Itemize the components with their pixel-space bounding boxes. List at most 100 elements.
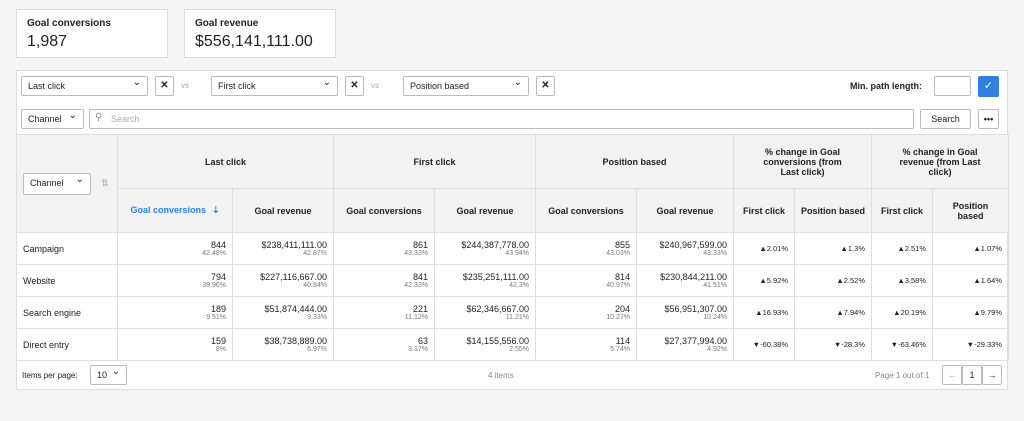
row-label: Campaign — [16, 232, 118, 265]
data-row: Search engine 189 9.51% $51,874,444.00 9.33%… — [16, 296, 1010, 329]
metric-share: 8% — [215, 346, 226, 353]
change-cell: ▼-63.46% — [871, 328, 934, 361]
metric-cell: $235,251,111.00 42.3% — [434, 264, 536, 297]
metric-share: 9.33% — [307, 314, 327, 321]
metric-share: 41.51% — [703, 282, 728, 289]
remove-model-button[interactable]: ✕ — [155, 76, 174, 96]
column-header[interactable]: First click — [871, 188, 934, 233]
min-path-input[interactable] — [934, 76, 971, 96]
metric-share: 5.74% — [610, 346, 630, 353]
item-count: 4 items — [488, 371, 514, 380]
next-page-button[interactable]: → — [982, 365, 1002, 385]
metric-value: 204 — [614, 304, 630, 314]
change-cell: ▲1.07% — [932, 232, 1010, 265]
change-cell: ▲20.19% — [871, 296, 934, 329]
column-header[interactable]: Goal revenue — [232, 188, 334, 233]
items-per-page-select[interactable]: 10 — [90, 363, 127, 385]
metric-cell: 204 10.27% — [535, 296, 637, 329]
row-label: Direct entry — [16, 328, 118, 361]
metric-share: 11.21% — [505, 314, 529, 321]
column-header[interactable]: Goal revenue — [635, 188, 735, 233]
group-header: Position based — [534, 134, 735, 189]
metric-value: 63 — [417, 336, 428, 346]
apply-button[interactable]: ✓ — [978, 76, 999, 97]
dimension-select[interactable]: Channel — [23, 171, 91, 195]
more-button[interactable]: ••• — [978, 109, 999, 129]
metric-cell: $244,387,778.00 43.94% — [434, 232, 536, 265]
attribution-model-select[interactable]: Last click — [21, 74, 148, 96]
column-header[interactable]: First click — [733, 188, 796, 233]
metric-cell: 844 42.48% — [117, 232, 233, 265]
data-row: Campaign 844 42.48% $238,411,111.00 42.87% 86… — [16, 232, 1010, 265]
column-header[interactable]: Position based — [794, 188, 873, 233]
metric-value: $227,116,667.00 — [260, 272, 327, 282]
column-header[interactable]: Position based — [932, 188, 1010, 233]
metric-value: $38,738,889.00 — [264, 336, 327, 346]
page-info: Page 1 out of 1 — [875, 371, 930, 380]
change-cell: ▼-28.3% — [794, 328, 873, 361]
metric-value: $238,411,111.00 — [261, 240, 327, 250]
metric-cell: $62,346,667.00 11.21% — [434, 296, 536, 329]
change-cell: ▲1.64% — [932, 264, 1010, 297]
search-input[interactable]: Search ⚲ — [89, 109, 914, 129]
data-row: Direct entry 159 8% $38,738,889.00 6.97% 63 3.… — [16, 328, 1010, 361]
metric-share: 42.48% — [202, 250, 226, 257]
column-header[interactable]: Goal conversions — [333, 188, 435, 233]
vs-label: vs — [371, 81, 379, 90]
metric-share: 3.17% — [408, 346, 428, 353]
metric-share: 43.03% — [606, 250, 630, 257]
metric-value: $230,844,211.00 — [660, 272, 728, 282]
metric-value: 814 — [614, 272, 630, 282]
sort-icon: ⇣ — [211, 205, 220, 215]
attribution-model-select[interactable]: Position based — [403, 74, 529, 96]
metric-cell: 794 39.96% — [117, 264, 233, 297]
metric-value: 114 — [615, 336, 630, 346]
metric-share: 40.84% — [303, 282, 327, 289]
metric-value: 221 — [412, 304, 428, 314]
metric-cell: $56,951,307.00 10.24% — [635, 296, 735, 329]
metric-cell: $14,155,556.00 2.55% — [434, 328, 536, 361]
metric-share: 11.12% — [404, 314, 428, 321]
metric-value: $51,874,444.00 — [264, 304, 327, 314]
prev-page-button[interactable]: ← — [942, 365, 962, 385]
group-header: First click — [333, 134, 536, 189]
metric-value: 861 — [412, 240, 428, 250]
metric-share: 42.87% — [303, 250, 327, 257]
summary-label: Goal revenue — [195, 18, 259, 29]
column-header[interactable]: Goal conversions — [535, 188, 637, 233]
column-header[interactable]: Goal conversions ⇣ — [117, 188, 233, 233]
metric-cell: 159 8% — [117, 328, 233, 361]
attribution-model-select[interactable]: First click — [211, 74, 338, 96]
change-cell: ▲1.3% — [794, 232, 873, 265]
remove-model-button[interactable]: ✕ — [345, 76, 364, 96]
remove-model-button[interactable]: ✕ — [536, 76, 555, 96]
metric-value: 189 — [210, 304, 226, 314]
sort-icon: ⇅ — [101, 177, 109, 188]
metric-value: $244,387,778.00 — [461, 240, 529, 250]
metric-share: 40.97% — [606, 282, 630, 289]
metric-cell: 63 3.17% — [333, 328, 435, 361]
metric-value: $235,251,111.00 — [462, 272, 529, 282]
change-cell: ▼-29.33% — [932, 328, 1010, 361]
summary-label: Goal conversions — [27, 18, 111, 29]
change-cell: ▲2.51% — [871, 232, 934, 265]
metric-share: 10.24% — [703, 314, 728, 321]
search-placeholder: Search — [111, 114, 140, 124]
dimension-select[interactable]: Channel — [21, 107, 84, 129]
metric-cell: 814 40.97% — [535, 264, 637, 297]
summary-card: Goal conversions 1,987 — [16, 9, 168, 58]
metric-cell: $230,844,211.00 41.51% — [635, 264, 735, 297]
metric-value: 844 — [210, 240, 226, 250]
vs-label: vs — [181, 81, 189, 90]
metric-value: 159 — [210, 336, 226, 346]
page-number: 1 — [962, 365, 982, 385]
metric-value: $56,951,307.00 — [664, 304, 728, 314]
change-cell: ▲3.58% — [871, 264, 934, 297]
metric-value: $14,155,556.00 — [466, 336, 529, 346]
metric-share: 43.33% — [703, 250, 728, 257]
metric-share: 6.97% — [307, 346, 327, 353]
search-button[interactable]: Search — [920, 109, 971, 129]
column-header[interactable]: Goal revenue — [434, 188, 536, 233]
metric-cell: 841 42.33% — [333, 264, 435, 297]
